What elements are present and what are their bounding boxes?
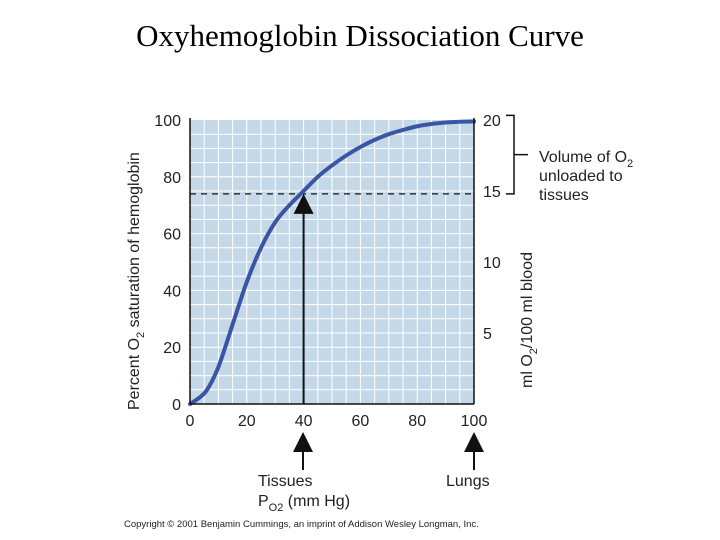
volume-label-line1: Volume of O2 [539,149,633,170]
x-axis-label: PO2 (mm Hg) [258,493,350,514]
grid-lines [190,120,474,404]
x-tick-labels: 0 20 40 60 80 100 [186,413,488,430]
tissues-label: Tissues [258,473,313,490]
y-axis-label: Percent O2 saturation of hemoglobin [126,152,147,410]
y2-tick-label: 5 [483,326,492,343]
y-tick-label: 60 [163,227,181,244]
y2-tick-labels: 5 10 15 20 [483,113,501,343]
x-tick-label: 40 [295,413,313,430]
x-tick-label: 20 [238,413,256,430]
y-tick-label: 100 [154,113,181,130]
x-tick-label: 80 [408,413,426,430]
x-tick-label: 60 [352,413,370,430]
y-tick-labels: 0 20 40 60 80 100 [154,113,181,414]
y2-tick-label: 10 [483,255,501,272]
lungs-label: Lungs [446,473,490,490]
x-tick-label: 0 [186,413,195,430]
y2-tick-label: 15 [483,184,501,201]
y2-axis-label: ml O2/100 ml blood [519,252,540,388]
copyright-notice: Copyright © 2001 Benjamin Cummings, an i… [124,519,479,530]
y-tick-label: 0 [172,397,181,414]
y2-tick-label: 20 [483,113,501,130]
axes [189,118,475,405]
volume-label-line3: tissues [539,187,589,204]
volume-bracket [506,114,515,195]
slide-title: Oxyhemoglobin Dissociation Curve [136,18,584,53]
saturation-curve [188,119,476,406]
y-tick-label: 20 [163,340,181,357]
y-tick-label: 80 [163,170,181,187]
y-tick-label: 40 [163,283,181,300]
x-tick-label: 100 [461,413,488,430]
volume-label-line2: unloaded to [539,168,623,185]
